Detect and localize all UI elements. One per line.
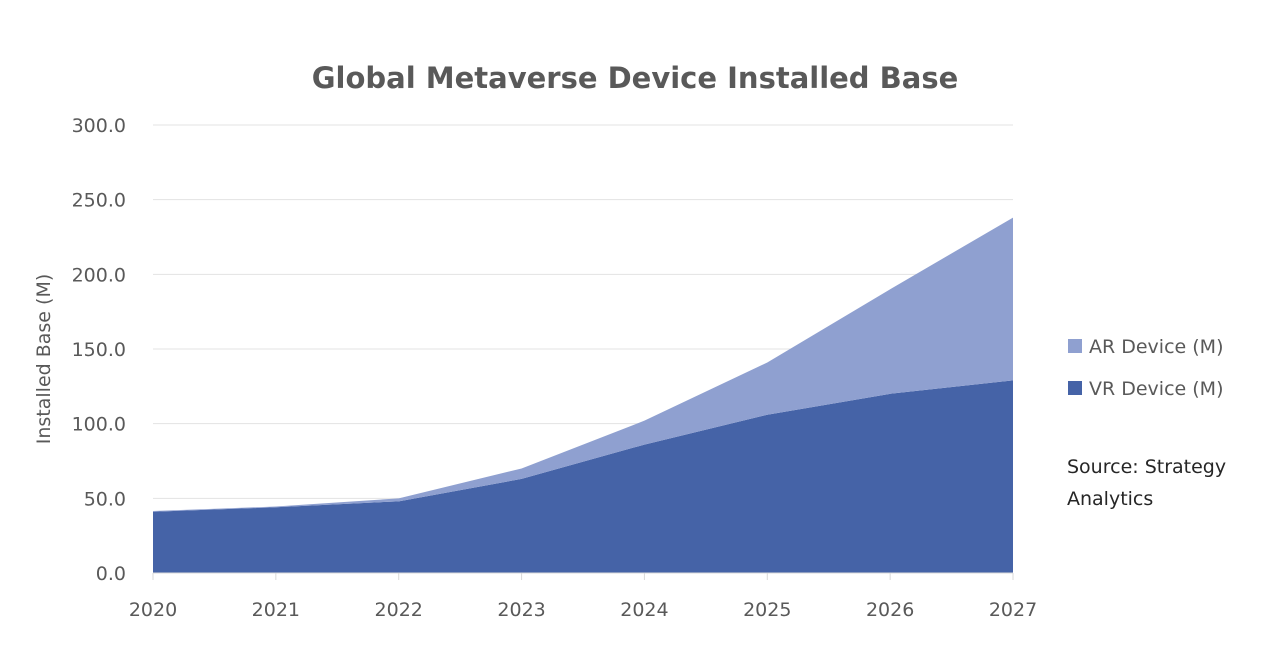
legend-item-ar[interactable]: AR Device (M): [1068, 336, 1223, 358]
x-tick-label: 2027: [989, 599, 1037, 621]
x-tick-label: 2020: [129, 599, 177, 621]
legend-item-vr[interactable]: VR Device (M): [1068, 378, 1223, 400]
area-series-ar: [153, 217, 1013, 512]
chart-title: Global Metaverse Device Installed Base: [312, 61, 959, 95]
y-tick-label: 250.0: [72, 190, 126, 212]
x-tick-label: 2026: [866, 599, 914, 621]
y-tick-label: 50.0: [84, 488, 126, 510]
plot-areas: [153, 217, 1013, 574]
y-tick-label: 200.0: [72, 264, 126, 286]
source-annotation: Source: Strategy Analytics: [1067, 456, 1226, 510]
source-line-1: Source: Strategy: [1067, 456, 1226, 478]
legend-label-ar: AR Device (M): [1089, 336, 1223, 358]
legend-swatch-vr: [1068, 381, 1082, 395]
y-tick-label: 150.0: [72, 339, 126, 361]
source-line-2: Analytics: [1067, 488, 1153, 510]
y-tick-label: 100.0: [72, 414, 126, 436]
legend: AR Device (M) VR Device (M): [1068, 336, 1223, 400]
x-axis-ticks: 2020 2021 2022 2023 2024 2025 2026 2027: [129, 573, 1037, 621]
x-tick-label: 2022: [375, 599, 423, 621]
legend-swatch-ar: [1068, 339, 1082, 353]
x-tick-label: 2024: [620, 599, 668, 621]
y-tick-label: 0.0: [96, 563, 126, 585]
x-tick-label: 2025: [743, 599, 791, 621]
legend-label-vr: VR Device (M): [1089, 378, 1223, 400]
area-series-vr: [153, 380, 1013, 573]
y-axis-label: Installed Base (M): [33, 274, 55, 445]
y-axis-ticks: 0.0 50.0 100.0 150.0 200.0 250.0 300.0: [72, 115, 126, 585]
x-tick-label: 2023: [497, 599, 545, 621]
x-tick-label: 2021: [252, 599, 300, 621]
y-tick-label: 300.0: [72, 115, 126, 137]
